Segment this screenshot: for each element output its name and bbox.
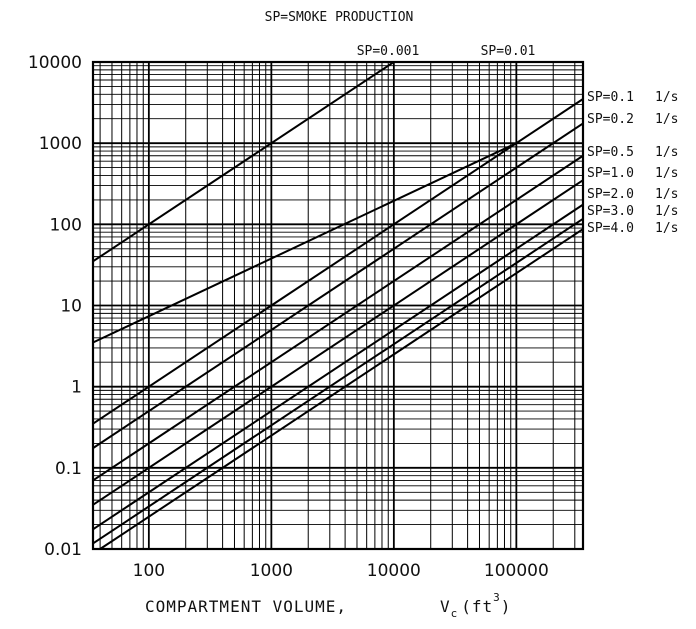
series-label-unit: 1/s bbox=[655, 90, 678, 105]
x-tick-label: 100000 bbox=[484, 561, 549, 581]
y-axis-ticks: 0.01 0.1 1 10 100 1000 10000 bbox=[28, 53, 82, 560]
series-label: SP=1.0 bbox=[587, 166, 634, 181]
series-label: SP=0.2 bbox=[587, 112, 634, 127]
series-label: SP=0.1 bbox=[587, 90, 634, 105]
series-label-unit: 1/s bbox=[655, 187, 678, 202]
y-tick-label: 10 bbox=[60, 297, 82, 317]
series-line bbox=[92, 142, 517, 344]
series-label-unit: 1/s bbox=[655, 221, 678, 236]
x-axis-label-unit-close: ) bbox=[501, 597, 512, 616]
x-axis-label-unit-open: (ft bbox=[461, 597, 493, 616]
y-tick-label: 10000 bbox=[28, 53, 82, 73]
series-label: SP=0.01 bbox=[481, 44, 536, 59]
x-axis-ticks: 100 1000 10000 100000 bbox=[133, 561, 549, 581]
series-line bbox=[99, 228, 584, 550]
y-tick-label: 1000 bbox=[39, 134, 82, 154]
series-line bbox=[92, 61, 395, 263]
series-labels: SP=0.001 SP=0.01 SP=0.1 1/s SP=0.2 1/s SP=0.5 1… bbox=[357, 44, 679, 236]
series-label: SP=0.5 bbox=[587, 145, 634, 160]
x-axis-label: COMPARTMENT VOLUME, Vc (ft3) bbox=[145, 591, 511, 620]
series-label: SP=0.001 bbox=[357, 44, 420, 59]
plot-frame bbox=[91, 60, 585, 551]
y-tick-label: 0.01 bbox=[44, 540, 82, 560]
x-axis-label-text: COMPARTMENT VOLUME, bbox=[145, 597, 347, 616]
x-axis-label-subscript: c bbox=[451, 607, 459, 620]
series-lines bbox=[92, 61, 584, 550]
series-label-unit: 1/s bbox=[655, 204, 678, 219]
x-axis-label-symbol: V bbox=[440, 597, 451, 616]
series-label-unit: 1/s bbox=[655, 145, 678, 160]
chart-title: SP=SMOKE PRODUCTION bbox=[265, 10, 414, 25]
y-tick-label: 100 bbox=[50, 215, 82, 235]
grid bbox=[93, 62, 583, 549]
y-tick-label: 0.1 bbox=[55, 459, 82, 479]
series-line bbox=[92, 217, 584, 545]
series-label: SP=4.0 bbox=[587, 221, 634, 236]
series-line bbox=[92, 154, 584, 482]
x-tick-label: 1000 bbox=[250, 561, 293, 581]
series-label: SP=3.0 bbox=[587, 204, 634, 219]
series-line bbox=[92, 179, 584, 506]
series-label-unit: 1/s bbox=[655, 166, 678, 181]
series-line bbox=[92, 203, 584, 531]
series-line bbox=[92, 98, 584, 425]
series-label-unit: 1/s bbox=[655, 112, 678, 127]
y-tick-label: 1 bbox=[71, 378, 82, 398]
x-axis-label-unit-sup: 3 bbox=[493, 591, 501, 604]
x-tick-label: 10000 bbox=[367, 561, 421, 581]
series-line bbox=[92, 122, 584, 449]
series-label: SP=2.0 bbox=[587, 187, 634, 202]
x-tick-label: 100 bbox=[133, 561, 165, 581]
